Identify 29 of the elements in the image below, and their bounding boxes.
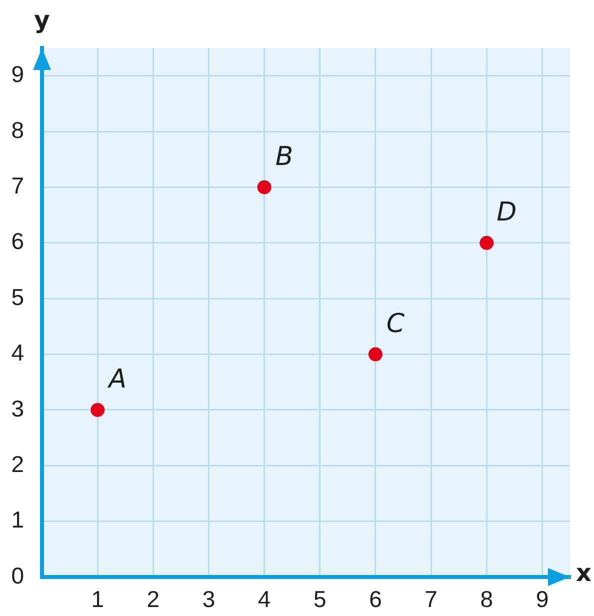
y-tick-label: 6 [11, 228, 24, 254]
point [257, 180, 272, 194]
y-tick-label: 2 [11, 450, 24, 477]
y-tick-label: 5 [11, 284, 24, 310]
x-tick-label: 1 [91, 586, 104, 612]
x-tick-label: 9 [536, 586, 549, 612]
annotation: D [496, 198, 517, 228]
y-tick-label: 3 [11, 395, 24, 422]
y-axis-title: y [34, 6, 50, 34]
point [480, 236, 494, 250]
x-axis-title: x [576, 559, 592, 588]
annotation: C [386, 309, 406, 340]
x-tick-label: 2 [146, 586, 160, 612]
y-tick-label: 8 [11, 116, 24, 143]
x-tick-label: 3 [202, 586, 216, 612]
x-tick-label: 8 [480, 586, 494, 612]
x-tick-label: 4 [258, 586, 271, 612]
y-tick-label: 0 [11, 562, 24, 588]
y-tick-label: 9 [11, 61, 24, 88]
point [90, 402, 105, 417]
y-tick-label: 4 [11, 340, 24, 366]
y-tick-label: 1 [11, 506, 24, 533]
x-tick-label: 7 [424, 586, 438, 612]
x-tick-label: 6 [369, 586, 382, 612]
annotation: B [275, 142, 294, 172]
x-tick-label: 5 [313, 586, 326, 612]
point [368, 347, 382, 362]
annotation: A [106, 364, 126, 395]
y-tick-label: 7 [11, 172, 24, 199]
